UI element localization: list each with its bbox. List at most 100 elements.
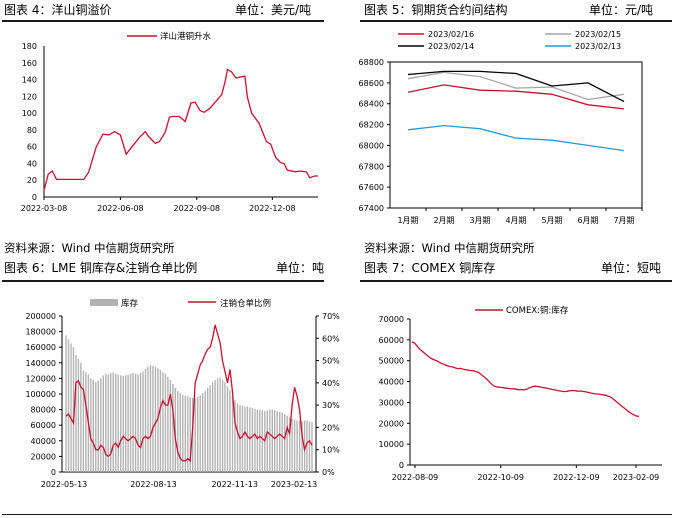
chart6-stock-bar	[95, 382, 97, 472]
chart6-stock-bar	[105, 373, 107, 472]
chart7-y-tick-label: 50000	[379, 357, 404, 366]
chart6-stock-bar	[110, 372, 112, 472]
chart6-stock-bar	[231, 395, 234, 472]
chart4-y-tick-label: 40	[27, 159, 37, 168]
chart6-stock-bar	[97, 380, 99, 472]
chart6-stock-bar	[274, 410, 276, 472]
chart6-stock-bar	[261, 410, 263, 472]
chart6-stock-bar	[125, 375, 127, 472]
chart5-plot-frame	[389, 61, 643, 209]
chart4-y-tick-label: 160	[22, 59, 37, 68]
chart6-stock-bar	[236, 403, 239, 472]
chart6-stock-bar	[256, 409, 259, 472]
chart6-stock-bar	[254, 408, 256, 472]
chart6-stock-bar	[174, 387, 176, 472]
chart4-y-tick-label: 140	[22, 76, 37, 85]
chart5-x-tick-label: 7月期	[613, 216, 634, 225]
chart5-legend-label: 2023/02/16	[428, 30, 474, 39]
chart6-stock-bar	[149, 365, 152, 472]
chart7-svg: 0 10000 20000 30000 40000 50000 60000 70000 2022…	[379, 305, 662, 482]
chart6-legend-label-stock: 库存	[121, 298, 139, 309]
chart6-stock-bar	[117, 374, 119, 472]
chart6-stock-bar	[221, 380, 224, 472]
chart5-x-tick-label: 5月期	[541, 216, 562, 225]
chart6-y-tick-label-left: 0	[51, 468, 56, 477]
chart6-stock-bar	[129, 373, 132, 472]
chart6-stock-bar	[296, 420, 298, 472]
chart6-stock-bar	[269, 409, 271, 472]
source-right: 资料来源：Wind 中信期货研究所	[364, 241, 535, 255]
chart6-stock-bar	[308, 421, 311, 472]
chart7-x-tick-label: 2023-02-09	[613, 473, 660, 482]
chart5-y-tick-label: 67600	[359, 183, 384, 192]
chart6-stock-bar	[182, 394, 184, 472]
chart4-x-tick-label: 2022-06-08	[97, 204, 144, 213]
chart6-stock-bar	[298, 420, 301, 472]
chart6-y-tick-label-left: 40000	[31, 437, 56, 446]
chart6-stock-bar	[214, 380, 216, 472]
chart6-stock-bar	[177, 390, 179, 472]
chart7-x-tick-label: 2022-10-09	[477, 473, 523, 482]
chart5-y-tick-label: 68000	[359, 141, 384, 150]
chart6-stock-bar	[144, 369, 147, 472]
chart6-stock-bar	[115, 373, 117, 472]
chart7-header-rule	[360, 280, 672, 282]
chart6-stock-bar	[306, 420, 308, 472]
chart6-stock-bar	[162, 372, 164, 472]
chart6-stock-bar	[154, 366, 157, 472]
chart6-stock-bar	[199, 395, 201, 472]
chart6-stock-bar	[279, 411, 281, 472]
chart6-header-rule	[2, 280, 324, 282]
chart6-y-tick-label-left: 20000	[31, 452, 56, 461]
chart7-y-tick-label: 40000	[379, 378, 404, 387]
chart6-y-tick-label-left: 60000	[31, 421, 56, 430]
chart6-y-tick-label-left: 100000	[25, 390, 56, 399]
chart4-svg: 0 20 40 60 80 100 120 140 160 180 2022-03-08 2022-0…	[21, 31, 318, 213]
chart7-y-tick-label: 30000	[379, 398, 404, 407]
chart6-y-tick-label-right: 20%	[322, 423, 340, 432]
chart4-y-tick-label: 0	[32, 193, 37, 202]
chart5-legend-label: 2023/02/13	[575, 42, 621, 51]
chart7-y-tick-label: 60000	[379, 336, 404, 345]
chart6-stock-bar	[197, 397, 199, 472]
chart6-header: 图表 6：LME 铜库存&注销仓单比例 单位：吨	[0, 258, 330, 278]
chart6-stock-bar	[90, 378, 92, 472]
chart6-stock-bar	[291, 419, 293, 472]
chart6-stock-bar	[152, 365, 154, 472]
chart6-y-tick-label-left: 180000	[25, 328, 56, 337]
chart6-y-tick-label-left: 140000	[25, 359, 56, 368]
chart6-stock-bar	[259, 409, 261, 472]
chart6-unit: 单位：吨	[276, 261, 325, 275]
chart5-title: 图表 5：铜期货合约间结构	[364, 3, 508, 17]
chart5-x-tick-label: 1月期	[397, 216, 418, 225]
chart6-y-tick-label-right: 10%	[322, 446, 340, 455]
chart5-svg: 67400 67600 67800 68000 68200 68400 68600 68800…	[359, 30, 643, 225]
chart5-y-tick-label: 68200	[359, 121, 384, 130]
chart6-stock-bar	[82, 370, 85, 472]
chart6-stock-bar	[311, 422, 313, 472]
chart4-header: 图表 4：洋山铜溢价 单位：美元/吨	[0, 0, 330, 20]
chart6-stock-bar	[204, 390, 206, 472]
chart6-stock-bar	[303, 420, 306, 472]
chart4-unit: 单位：美元/吨	[235, 3, 312, 17]
chart5-y-tick-label: 68600	[359, 79, 384, 88]
chart6-stock-bar	[72, 347, 75, 472]
chart4-y-tick-label: 60	[27, 143, 37, 152]
chart4-header-rule	[2, 20, 324, 22]
chart6-stock-bar	[246, 406, 249, 472]
chart6-stock-bar	[301, 421, 303, 472]
chart6-stock-bar	[194, 397, 196, 472]
chart5-y-tick-label: 67800	[359, 162, 384, 171]
chart6-stock-bar	[112, 372, 114, 472]
chart6-stock-bar	[169, 380, 172, 472]
chart7-title: 图表 7：COMEX 铜库存	[364, 261, 496, 275]
chart6-stock-bar	[139, 372, 142, 472]
chart6-stock-bar	[85, 372, 87, 472]
chart4-x-tick-label: 2022-09-08	[174, 204, 221, 213]
chart6-stock-bar	[266, 410, 268, 472]
chart4-y-tick-label: 120	[22, 92, 37, 101]
chart5-y-tick-label: 68400	[359, 100, 384, 109]
chart6-stock-bar	[107, 374, 109, 472]
chart6-stock-bar	[120, 375, 122, 472]
chart6-stock-bar	[207, 387, 209, 472]
